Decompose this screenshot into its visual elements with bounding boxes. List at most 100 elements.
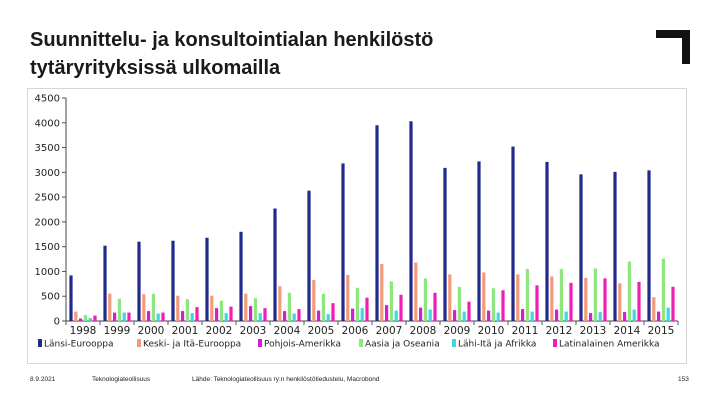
bar	[74, 311, 78, 321]
bar	[462, 311, 466, 321]
bar	[521, 309, 525, 321]
y-tick-label: 0	[54, 317, 60, 328]
x-tick-label: 1998	[70, 325, 97, 337]
bar	[176, 295, 180, 321]
bar	[666, 307, 670, 321]
bar	[83, 315, 87, 321]
bar	[219, 300, 223, 321]
bar	[423, 278, 427, 321]
bar	[273, 208, 277, 321]
x-tick-label: 1999	[104, 325, 131, 337]
x-tick-label: 2008	[410, 325, 437, 337]
title-line-2: tytäryrityksissä ulkomailla	[30, 57, 281, 79]
bar	[477, 161, 481, 321]
bar	[317, 310, 321, 321]
x-tick-label: 2010	[478, 325, 505, 337]
bar	[414, 262, 418, 321]
bar	[409, 121, 413, 321]
x-tick-label: 2001	[172, 325, 199, 337]
bar	[564, 311, 568, 321]
bar	[181, 311, 185, 321]
y-tick-label: 500	[41, 292, 60, 303]
chart-frame: 0 500 1000 1500 2000 2500 3000 3500 4000 4500 1998…	[27, 88, 687, 364]
bar	[448, 274, 452, 321]
bar	[127, 312, 131, 321]
bar	[326, 314, 330, 321]
bar	[161, 312, 165, 321]
bar	[253, 298, 257, 321]
bar	[511, 146, 515, 321]
x-tick-label: 2000	[138, 325, 165, 337]
bar	[108, 293, 112, 321]
x-tick-label: 2006	[342, 325, 369, 337]
y-tick-label: 2500	[35, 193, 60, 204]
bar	[190, 313, 194, 321]
bar	[501, 290, 505, 321]
bar	[516, 274, 520, 321]
x-tick-label: 2002	[206, 325, 233, 337]
bar	[351, 308, 355, 321]
title-line-1: Suunnittelu- ja konsultointialan henkilö…	[30, 29, 434, 51]
legend-label: Aasia ja Oseania	[365, 340, 440, 350]
legend-swatch	[553, 339, 557, 347]
bar	[355, 287, 359, 321]
legend-label: Latinalainen Amerikka	[559, 340, 660, 350]
y-tick-label: 4500	[35, 94, 60, 105]
bar	[297, 309, 301, 321]
bar	[88, 318, 92, 321]
brand-logo-icon	[656, 30, 690, 64]
bar	[569, 282, 573, 321]
y-tick-label: 1500	[35, 242, 60, 253]
bar	[593, 268, 597, 321]
bar	[618, 283, 622, 321]
bar	[229, 306, 233, 321]
bar	[661, 258, 665, 321]
legend-swatch	[452, 339, 456, 347]
y-tick-label: 4000	[35, 118, 60, 129]
bar	[589, 313, 593, 321]
bar	[457, 286, 461, 321]
bar-chart: 0 500 1000 1500 2000 2500 3000 3500 4000 4500 1998…	[35, 94, 679, 350]
legend-label: Keski- ja Itä-Eurooppa	[143, 340, 241, 350]
bar	[341, 163, 345, 321]
bar	[433, 292, 437, 321]
bar	[69, 275, 73, 321]
x-tick-label: 2015	[648, 325, 675, 337]
bar	[117, 298, 121, 321]
bar	[385, 305, 389, 321]
bar	[321, 293, 325, 321]
bar	[331, 303, 335, 321]
bar	[487, 310, 491, 321]
bar	[453, 310, 457, 321]
bar	[263, 308, 267, 321]
bar	[346, 274, 350, 321]
bar	[632, 309, 636, 321]
x-tick-label: 2012	[546, 325, 573, 337]
footer-org: Teknologiateollisuus	[92, 376, 151, 383]
bar	[555, 309, 559, 321]
legend-swatch	[38, 339, 42, 347]
bar	[657, 311, 661, 321]
y-tick-label: 2000	[35, 217, 60, 228]
bar	[312, 279, 316, 321]
bar	[467, 301, 471, 321]
bar	[171, 240, 175, 321]
bar	[399, 294, 403, 321]
bar	[93, 315, 97, 321]
legend-label: Pohjois-Amerikka	[264, 340, 341, 350]
bar	[389, 281, 393, 321]
bar	[258, 313, 262, 321]
bar	[598, 312, 602, 321]
x-tick-label: 2005	[308, 325, 335, 337]
footer-date: 8.9.2021	[30, 376, 56, 383]
bar	[428, 309, 432, 321]
bar	[375, 125, 379, 321]
bar	[496, 312, 500, 321]
bar	[360, 308, 364, 321]
bar	[380, 264, 384, 321]
y-tick-label: 3500	[35, 143, 60, 154]
bar	[584, 277, 588, 321]
bar	[637, 281, 641, 321]
bar	[394, 310, 398, 321]
footer-source: Lähde: Teknologiateollisuus ry:n henkilö…	[192, 376, 380, 383]
